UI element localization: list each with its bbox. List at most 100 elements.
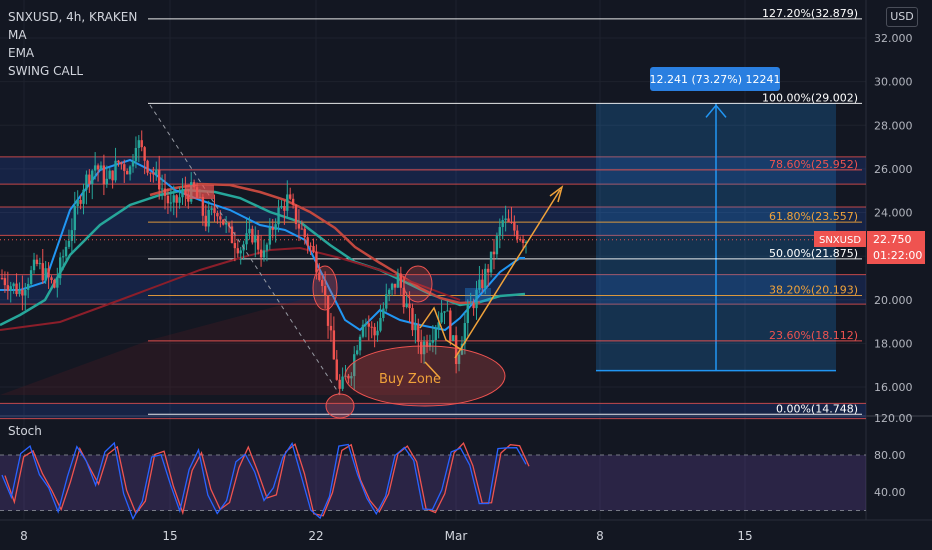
price-tick: 30.000 (874, 76, 913, 89)
candle-body (326, 295, 330, 326)
candle-body (93, 165, 97, 171)
candle-body (108, 170, 111, 179)
candle-body (454, 335, 458, 365)
candle-body (239, 250, 242, 254)
candle-body (306, 237, 309, 246)
candle-body (44, 268, 47, 281)
candle-body (361, 324, 365, 337)
candle-body (376, 330, 379, 336)
candle-body (393, 283, 397, 288)
candle-body (35, 259, 39, 264)
candle-body (18, 289, 21, 295)
candle-body (489, 251, 493, 273)
candle-body (422, 341, 426, 355)
highlight-ellipse (403, 265, 433, 303)
price-tick: 20.000 (874, 294, 913, 307)
candle-body (350, 376, 353, 379)
indicator-ma[interactable]: MA (8, 28, 27, 42)
time-tick: 8 (596, 529, 604, 543)
candle-body (24, 289, 27, 296)
candle-body (481, 279, 484, 289)
price-tick: 18.000 (874, 337, 913, 350)
candle-body (50, 277, 53, 281)
candle-body (318, 272, 321, 281)
candle-body (181, 190, 184, 198)
buy-arrow (424, 361, 441, 379)
annotations: Buy Zone (149, 104, 564, 419)
candle-body (178, 197, 181, 203)
price-axis[interactable]: 32.00030.00028.00026.00024.00022.00020.0… (814, 32, 925, 394)
candle-body (411, 308, 414, 331)
candle-body (291, 198, 295, 205)
candle-body (152, 172, 155, 175)
candle-body (521, 239, 525, 244)
candle-body (61, 256, 65, 258)
candle-body (76, 200, 79, 207)
symbol-badge-bg (814, 231, 866, 247)
candle-body (443, 311, 446, 313)
candle-body (478, 279, 481, 290)
candle-body (466, 304, 469, 324)
price-tick: 28.000 (874, 119, 913, 132)
candle-body (463, 323, 467, 344)
candle-body (172, 195, 175, 203)
candle-body (213, 208, 216, 214)
price-zone (0, 207, 866, 236)
candle-body (70, 230, 74, 241)
time-tick: 8 (20, 529, 28, 543)
candle-body (143, 147, 146, 161)
candle-body (166, 195, 170, 204)
candle-body (227, 223, 231, 227)
candle-body (38, 263, 42, 265)
candle-body (210, 208, 213, 210)
candle-body (484, 268, 487, 289)
time-tick: Mar (445, 529, 468, 543)
fib-label: 127.20%(32.879) (762, 7, 858, 20)
candle-body (268, 227, 272, 245)
candle-body (259, 249, 263, 258)
candle-body (56, 278, 59, 288)
candle-body (277, 207, 280, 225)
candle-body (27, 284, 30, 290)
candle-body (387, 289, 391, 295)
candle-body (47, 268, 50, 278)
candle-body (111, 170, 114, 181)
price-tick: 16.000 (874, 381, 913, 394)
fib-label: 23.60%(18.112) (769, 329, 858, 342)
candle-body (364, 323, 368, 325)
candle-body (271, 227, 274, 230)
candle-body (41, 263, 44, 281)
candle-body (420, 341, 423, 355)
candle-body (128, 166, 132, 175)
candle-body (102, 165, 106, 185)
candle-body (88, 174, 91, 185)
candle-body (495, 235, 499, 255)
indicator-swing-call[interactable]: SWING CALL (8, 64, 84, 78)
resistance-support-zones (0, 156, 866, 420)
time-tick: 15 (737, 529, 752, 543)
measure-box: 12.241 (73.27%) 12241 (596, 67, 836, 372)
currency-button[interactable]: USD (886, 7, 918, 27)
candle-body (233, 243, 237, 249)
candle-body (524, 241, 528, 244)
candle-body (207, 209, 210, 227)
candle-body (417, 324, 420, 342)
candle-body (201, 196, 205, 216)
candle-body (85, 174, 88, 190)
candle-body (321, 280, 324, 287)
candle-body (501, 220, 504, 228)
indicator-ema[interactable]: EMA (8, 46, 35, 60)
time-axis[interactable]: 8 15 22 Mar 8 15 (0, 519, 932, 543)
candle-body (146, 160, 149, 173)
candle-body (160, 188, 164, 190)
candle-body (0, 277, 4, 279)
candle-body (353, 354, 356, 377)
fib-label: 38.20%(20.193) (769, 284, 858, 297)
price-tick: 32.000 (874, 32, 913, 45)
price-badge-bg (867, 231, 925, 264)
candle-body (297, 224, 301, 229)
symbol-line[interactable]: SNXUSD, 4h, KRAKEN (8, 10, 138, 24)
candle-body (309, 245, 312, 247)
candle-body (256, 235, 260, 250)
